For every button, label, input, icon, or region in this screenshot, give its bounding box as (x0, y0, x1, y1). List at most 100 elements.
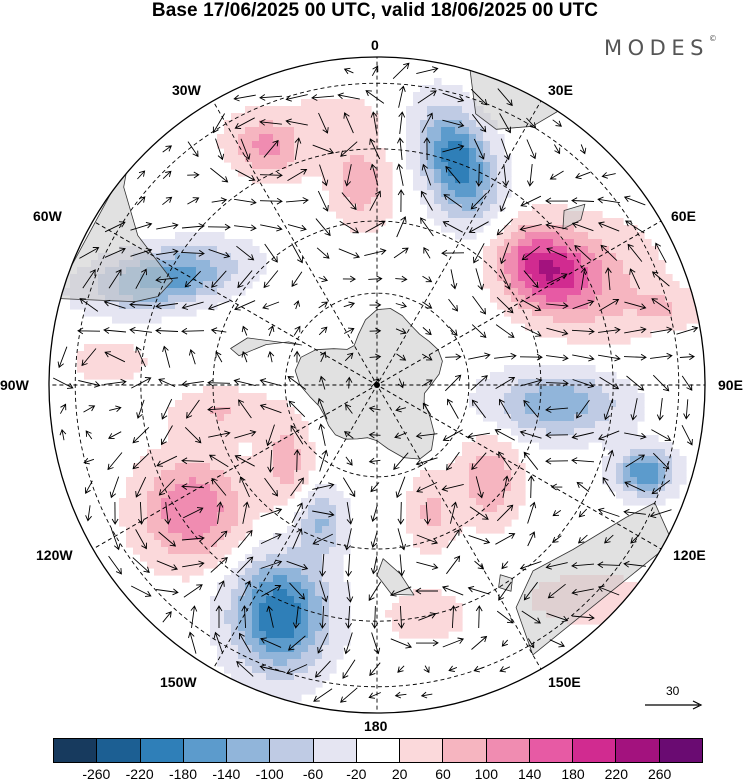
wind-vector (108, 431, 122, 440)
wind-vector (241, 350, 248, 363)
wind-vector (397, 605, 405, 629)
wind-vector (604, 534, 614, 544)
wind-vector (420, 190, 433, 211)
wind-vector (158, 478, 175, 496)
wind-vector (369, 353, 382, 361)
wind-vector (421, 112, 433, 133)
wind-vector (187, 141, 199, 158)
wind-vector (571, 562, 595, 569)
wind-vector (502, 475, 510, 498)
wind-vector (111, 501, 119, 525)
wind-vector (158, 531, 177, 547)
wind-vector (599, 298, 620, 311)
wind-vector (108, 269, 122, 289)
wind-vector (107, 452, 123, 471)
wind-vector (181, 223, 205, 230)
wind-vector (398, 554, 405, 577)
wind-vector (499, 113, 512, 134)
new-zealand-landmass (376, 558, 415, 596)
wind-vector (135, 346, 146, 368)
wind-vector (60, 403, 67, 414)
wind-vector (624, 301, 647, 310)
wind-vector (155, 276, 178, 284)
wind-vector (604, 267, 612, 291)
wind-vector (395, 476, 406, 499)
wind-vector (242, 501, 250, 524)
wind-vector (552, 535, 562, 543)
wind-vector (181, 301, 204, 310)
wind-vector (182, 560, 205, 568)
colorbar-tick-label: -140 (212, 766, 241, 782)
wind-vector (234, 117, 255, 129)
wind-vector (624, 432, 647, 440)
wind-vector (475, 476, 484, 499)
wind-vector (344, 528, 352, 551)
wind-vector (527, 475, 535, 499)
wind-vector (571, 221, 594, 232)
wind-vector (59, 428, 67, 441)
wind-vector (576, 481, 590, 492)
wind-vector (369, 327, 382, 335)
wind-vector (181, 535, 205, 542)
wind-vector (263, 270, 279, 289)
wind-vector (397, 378, 405, 389)
wind-vector (260, 533, 282, 545)
wind-vector (181, 483, 205, 490)
colorbar-swatch (54, 739, 98, 762)
wind-vector (338, 248, 361, 259)
wind-vector (575, 171, 591, 180)
wind-vector (207, 379, 231, 387)
wind-vector (546, 612, 569, 623)
wind-vector (370, 163, 379, 186)
wind-vector (234, 224, 257, 232)
wind-vector (187, 171, 200, 179)
wind-vector (448, 298, 459, 312)
wind-vector (546, 273, 568, 285)
wind-vector (130, 221, 153, 231)
wind-vector (137, 170, 146, 180)
wind-vector (235, 169, 256, 181)
colorbar-ticks: -260 -220 -180 -140 -100 -60 -20 20 60 100 140 180 2… (0, 766, 750, 784)
wind-vector (625, 454, 646, 468)
wind-vector (291, 502, 303, 524)
lon-label-0: 0 (371, 37, 379, 53)
wind-vector (448, 326, 458, 336)
wind-vector (393, 247, 409, 259)
wind-vector (627, 243, 643, 262)
wind-vector (136, 399, 145, 419)
wind-vector (135, 476, 147, 498)
wind-vector (601, 172, 616, 179)
wind-vector (572, 379, 595, 389)
wind-vector (213, 631, 224, 654)
wind-vector (312, 144, 335, 155)
wind-vector (527, 531, 536, 547)
wind-vector (443, 194, 463, 208)
wind-vector (188, 348, 196, 365)
wind-vector (597, 196, 620, 204)
wind-vector (156, 560, 179, 571)
wind-vector (211, 270, 227, 288)
wind-vector (421, 379, 433, 387)
wind-vector (345, 403, 353, 414)
wind-vector (441, 585, 464, 596)
wind-vector (444, 374, 462, 392)
wind-vector (369, 138, 381, 160)
wind-vector (187, 197, 200, 205)
wind-vector (442, 221, 463, 233)
wind-vector (260, 507, 283, 518)
wind-vector (346, 502, 354, 525)
wind-vector (109, 405, 122, 413)
wind-vector (343, 632, 353, 655)
wind-vector (626, 375, 645, 391)
wind-vector (397, 665, 405, 673)
wind-vector (129, 301, 153, 309)
wind-vector (521, 610, 541, 624)
wind-vector (599, 376, 620, 390)
wind-vector (186, 399, 200, 419)
wind-vector (546, 327, 569, 336)
wind-vector (137, 501, 145, 525)
wind-vector (416, 561, 439, 570)
colorbar-tick-label: -220 (125, 766, 154, 782)
wind-vector (265, 424, 275, 447)
wind-vector (571, 457, 595, 464)
